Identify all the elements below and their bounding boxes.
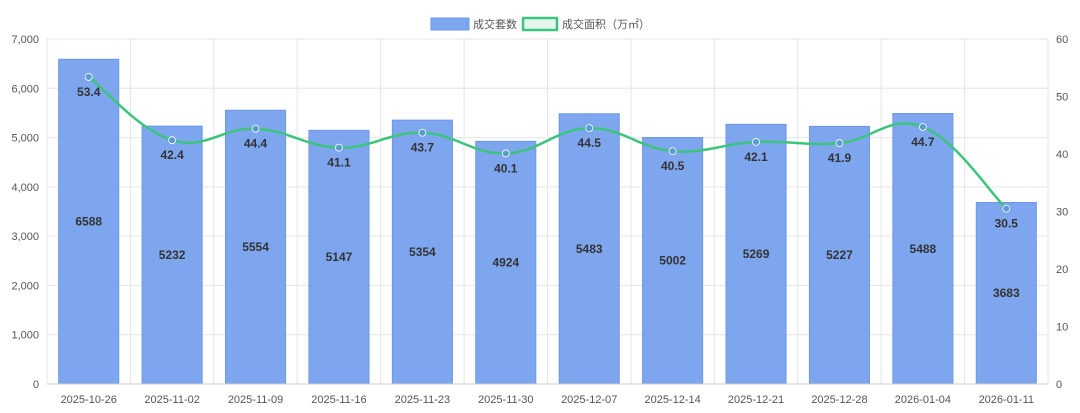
y-left-tick-label: 2,000 xyxy=(11,280,39,292)
line-value-label: 42.4 xyxy=(160,148,184,162)
bar-value-label: 3683 xyxy=(993,286,1020,300)
axes: 0 1,000 2,000 3,000 4,000 5,000 6,000 7,000 0 10 2… xyxy=(11,34,1068,406)
data-labels: 6588 5232 5554 5147 5354 4924 5483 5002 5269 5227… xyxy=(75,85,1020,300)
y-left-tick-label: 7,000 xyxy=(11,34,39,46)
x-tick-label: 2025-11-09 xyxy=(228,394,283,406)
line-series xyxy=(84,73,1011,213)
legend-bar-label: 成交套数 xyxy=(473,17,517,31)
line-value-label: 53.4 xyxy=(77,85,101,99)
y-right-tick-label: 60 xyxy=(1056,34,1068,46)
y-left-tick-label: 3,000 xyxy=(11,231,39,243)
y-left-tick-label: 1,000 xyxy=(11,330,39,342)
x-tick-label: 2026-01-11 xyxy=(979,394,1034,406)
line-value-label: 44.5 xyxy=(578,136,602,150)
bar-value-label: 5002 xyxy=(659,254,686,268)
bar-value-label: 5227 xyxy=(826,248,853,262)
bar xyxy=(808,125,870,385)
bar-value-label: 5354 xyxy=(409,245,436,259)
line-point xyxy=(835,139,844,147)
line-point xyxy=(918,123,927,131)
y-right-tick-label: 0 xyxy=(1056,379,1062,391)
bar xyxy=(58,58,120,385)
line-value-label: 40.1 xyxy=(494,161,518,175)
bar-series xyxy=(58,58,1037,385)
x-tick-label: 2026-01-04 xyxy=(895,394,951,406)
bar-value-label: 5147 xyxy=(326,250,353,264)
line-value-label: 41.9 xyxy=(828,151,852,165)
line-value-label: 43.7 xyxy=(411,141,435,155)
area-line xyxy=(87,75,1008,210)
bar-value-label: 5232 xyxy=(159,248,186,262)
line-value-label: 41.1 xyxy=(327,156,351,170)
line-value-label: 44.7 xyxy=(911,135,935,149)
line-value-label: 30.5 xyxy=(995,217,1019,231)
line-point xyxy=(168,136,177,145)
bar xyxy=(892,113,954,385)
x-tick-label: 2025-11-02 xyxy=(144,394,199,406)
y-right-tick-label: 20 xyxy=(1056,264,1068,276)
line-point xyxy=(585,124,594,133)
x-tick-label: 2025-10-26 xyxy=(61,394,117,406)
bar-value-label: 6588 xyxy=(75,215,102,229)
y-left-tick-label: 0 xyxy=(33,379,39,391)
line-point xyxy=(501,149,510,158)
bar-value-label: 5483 xyxy=(576,242,603,256)
x-tick-label: 2025-12-07 xyxy=(561,394,617,406)
line-value-label: 42.1 xyxy=(744,150,768,164)
bar xyxy=(642,136,704,385)
bar xyxy=(308,129,370,385)
line-point xyxy=(251,124,260,133)
line-point xyxy=(418,128,427,137)
line-value-label: 40.5 xyxy=(661,159,685,173)
y-left-tick-label: 6,000 xyxy=(11,83,39,95)
bar-value-label: 5269 xyxy=(743,247,770,261)
bar-value-label: 4924 xyxy=(492,256,519,270)
bar xyxy=(141,125,203,385)
line-point xyxy=(84,73,93,81)
y-left-tick-label: 4,000 xyxy=(11,182,39,194)
bar xyxy=(725,123,787,385)
line-point xyxy=(1002,204,1011,213)
x-tick-label: 2025-11-23 xyxy=(395,394,450,406)
x-tick-label: 2025-12-28 xyxy=(811,394,867,406)
y-right-tick-label: 10 xyxy=(1056,322,1068,334)
y-right-tick-label: 30 xyxy=(1056,207,1068,219)
line-point xyxy=(668,147,677,156)
legend-bar-swatch xyxy=(430,17,470,31)
line-value-label: 44.4 xyxy=(244,137,268,151)
y-left-tick-label: 5,000 xyxy=(11,133,39,145)
bar xyxy=(975,201,1037,385)
bar xyxy=(225,109,287,385)
bar-value-label: 5554 xyxy=(242,240,269,254)
legend[interactable]: 成交套数 成交面积（万㎡） xyxy=(430,16,650,32)
x-tick-label: 2025-12-14 xyxy=(644,394,700,406)
x-tick-label: 2025-11-30 xyxy=(478,394,533,406)
y-right-tick-label: 40 xyxy=(1056,149,1068,161)
y-right-tick-label: 50 xyxy=(1056,92,1068,104)
bar xyxy=(391,119,453,385)
bar xyxy=(558,113,620,385)
legend-line-swatch xyxy=(521,16,559,32)
legend-line-label: 成交面积（万㎡） xyxy=(562,17,650,31)
bar-value-label: 5488 xyxy=(910,242,937,256)
x-tick-label: 2025-11-16 xyxy=(311,394,366,406)
line-point xyxy=(752,138,760,146)
x-tick-label: 2025-12-21 xyxy=(728,394,784,406)
line-point xyxy=(335,143,343,152)
